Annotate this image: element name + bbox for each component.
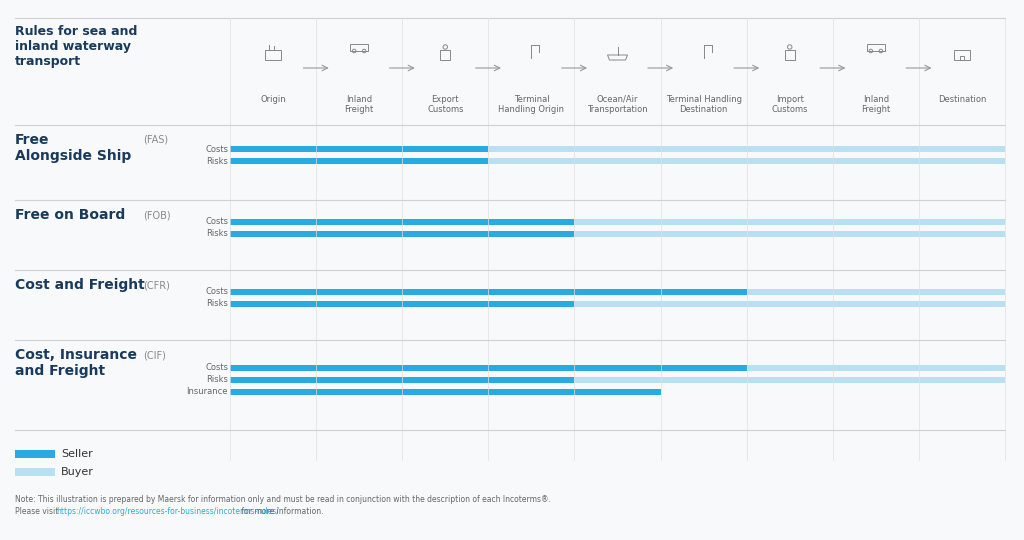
Text: Free
Alongside Ship: Free Alongside Ship	[15, 133, 131, 163]
Bar	[574, 219, 1005, 225]
Text: Terminal Handling
Destination: Terminal Handling Destination	[666, 95, 741, 114]
Text: Terminal
Handling Origin: Terminal Handling Origin	[499, 95, 564, 114]
Bar	[959, 56, 964, 60]
Text: Seller: Seller	[61, 449, 93, 459]
Bar	[230, 158, 488, 164]
Text: Destination: Destination	[938, 95, 986, 104]
Text: Buyer: Buyer	[61, 467, 94, 477]
Bar	[230, 288, 746, 294]
Bar	[230, 377, 574, 383]
Bar	[440, 50, 451, 60]
Text: (FAS): (FAS)	[143, 135, 168, 145]
Bar	[350, 44, 369, 51]
Text: Please visit: Please visit	[15, 507, 60, 516]
Text: Costs: Costs	[205, 217, 228, 226]
Text: for more information.: for more information.	[239, 507, 324, 516]
Text: Inland
Freight: Inland Freight	[861, 95, 891, 114]
Text: Risks: Risks	[206, 299, 228, 308]
Text: Import
Customs: Import Customs	[771, 95, 808, 114]
Text: Costs: Costs	[205, 145, 228, 153]
Text: Costs: Costs	[205, 363, 228, 373]
Bar	[230, 231, 574, 237]
Text: (CFR): (CFR)	[143, 280, 170, 290]
Text: Free on Board: Free on Board	[15, 208, 125, 222]
Bar	[954, 50, 970, 60]
Text: Note: This illustration is prepared by Maersk for information only and must be r: Note: This illustration is prepared by M…	[15, 495, 551, 504]
Bar	[574, 231, 1005, 237]
Text: Ocean/Air
Transportation: Ocean/Air Transportation	[587, 95, 648, 114]
Bar	[15, 468, 55, 476]
Bar	[488, 158, 1005, 164]
Text: Risks: Risks	[206, 157, 228, 165]
Text: (FOB): (FOB)	[143, 210, 171, 220]
Text: Cost, Insurance
and Freight: Cost, Insurance and Freight	[15, 348, 137, 378]
Bar	[746, 365, 1005, 371]
Text: Export
Customs: Export Customs	[427, 95, 464, 114]
Bar	[230, 300, 574, 307]
Bar	[230, 146, 488, 152]
Text: Origin: Origin	[260, 95, 286, 104]
Bar	[230, 219, 574, 225]
Bar	[265, 50, 281, 60]
Text: Cost and Freight: Cost and Freight	[15, 278, 144, 292]
Text: (CIF): (CIF)	[143, 350, 166, 360]
Bar	[230, 365, 746, 371]
Bar	[784, 50, 795, 60]
Bar	[574, 300, 1005, 307]
Bar	[746, 288, 1005, 294]
Bar	[574, 377, 1005, 383]
Text: Risks: Risks	[206, 229, 228, 238]
Bar	[15, 450, 55, 458]
Bar	[488, 146, 1005, 152]
Text: Costs: Costs	[205, 287, 228, 296]
Text: Insurance: Insurance	[186, 388, 228, 396]
Text: Inland
Freight: Inland Freight	[344, 95, 374, 114]
Bar	[867, 44, 885, 51]
Text: Risks: Risks	[206, 375, 228, 384]
Bar	[230, 389, 660, 395]
Text: https://iccwbo.org/resources-for-business/incoterms-rules/: https://iccwbo.org/resources-for-busines…	[56, 507, 279, 516]
Text: Rules for sea and
inland waterway
transport: Rules for sea and inland waterway transp…	[15, 25, 137, 68]
